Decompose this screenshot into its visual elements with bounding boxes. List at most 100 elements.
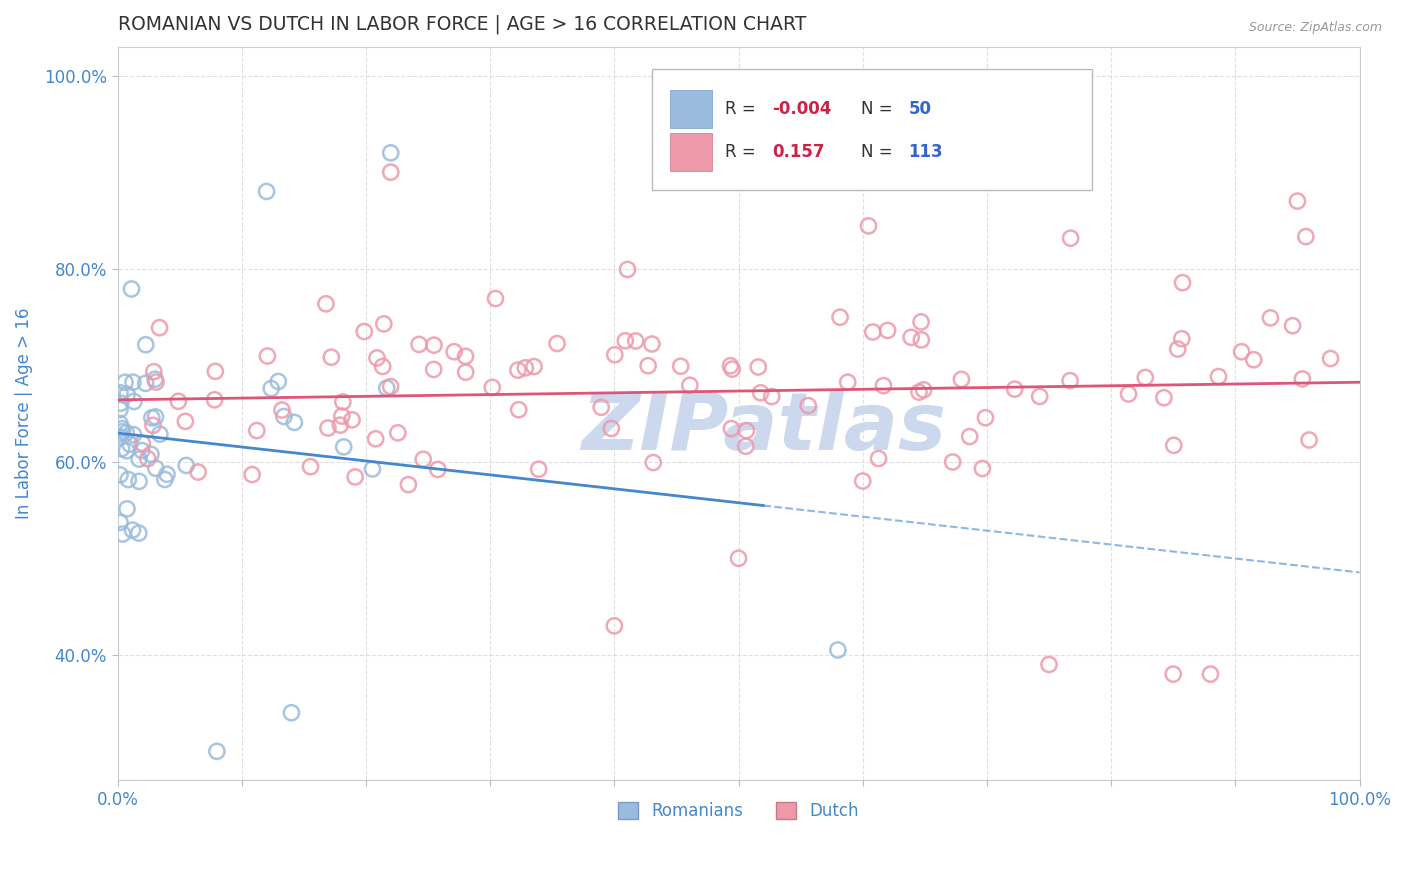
FancyBboxPatch shape xyxy=(671,90,713,128)
Point xyxy=(115,387,138,401)
Point xyxy=(299,459,322,474)
Point xyxy=(1161,667,1184,681)
Point xyxy=(749,385,772,400)
Point xyxy=(546,336,568,351)
Text: ROMANIAN VS DUTCH IN LABOR FORCE | AGE > 16 CORRELATION CHART: ROMANIAN VS DUTCH IN LABOR FORCE | AGE >… xyxy=(118,15,806,35)
Point xyxy=(972,461,994,475)
Point xyxy=(412,452,434,467)
Point xyxy=(1059,231,1081,245)
Point xyxy=(912,383,935,397)
Text: ZIPatlas: ZIPatlas xyxy=(581,389,946,467)
Point xyxy=(1059,374,1081,388)
Y-axis label: In Labor Force | Age > 16: In Labor Force | Age > 16 xyxy=(15,308,32,519)
Text: 113: 113 xyxy=(908,143,943,161)
Point xyxy=(260,382,283,396)
Point xyxy=(852,474,875,488)
Point xyxy=(603,619,626,633)
Point xyxy=(734,439,756,453)
Point xyxy=(143,372,166,386)
Point xyxy=(273,409,295,424)
Point xyxy=(591,401,613,415)
Point xyxy=(910,315,932,329)
Point xyxy=(624,334,647,348)
Point xyxy=(330,409,353,423)
Point xyxy=(141,410,163,425)
Point xyxy=(111,442,134,456)
Point xyxy=(139,447,162,461)
Point xyxy=(142,365,165,379)
Point xyxy=(1004,382,1026,396)
Point xyxy=(876,323,898,337)
Point xyxy=(454,349,477,363)
Point xyxy=(380,145,402,160)
Point xyxy=(721,362,744,376)
Point xyxy=(280,706,302,720)
Text: N =: N = xyxy=(862,100,898,118)
Point xyxy=(1298,433,1320,447)
Point xyxy=(174,458,197,473)
Point xyxy=(108,467,131,482)
Point xyxy=(117,473,139,487)
Point xyxy=(246,424,269,438)
Point xyxy=(720,421,742,435)
Point xyxy=(121,523,143,537)
Point xyxy=(204,392,226,407)
Point xyxy=(1243,352,1265,367)
Point xyxy=(1230,344,1253,359)
Point xyxy=(371,359,394,374)
Point xyxy=(111,421,134,435)
Point xyxy=(974,410,997,425)
Point xyxy=(614,334,637,348)
Point xyxy=(187,465,209,479)
Point xyxy=(108,417,131,431)
Text: 50: 50 xyxy=(908,100,932,118)
Point xyxy=(108,385,131,400)
Point xyxy=(515,360,537,375)
Point xyxy=(122,427,145,442)
Point xyxy=(1171,332,1194,346)
Point xyxy=(720,359,742,373)
Point xyxy=(1295,229,1317,244)
Point xyxy=(145,375,167,389)
Point xyxy=(508,402,530,417)
Point xyxy=(332,440,354,454)
Point xyxy=(761,390,783,404)
Point xyxy=(145,409,167,424)
Point xyxy=(1286,194,1309,208)
Point xyxy=(256,185,278,199)
Point xyxy=(1167,342,1189,356)
Point xyxy=(423,338,446,352)
Point xyxy=(364,432,387,446)
Point xyxy=(1319,351,1341,366)
Point xyxy=(115,501,138,516)
Point xyxy=(174,414,197,428)
Point xyxy=(443,344,465,359)
Point xyxy=(142,418,165,433)
Point xyxy=(115,425,138,440)
Text: R =: R = xyxy=(725,100,761,118)
Point xyxy=(108,402,131,417)
Point xyxy=(136,451,159,466)
Point xyxy=(1038,657,1060,672)
Point xyxy=(332,395,354,409)
Point xyxy=(340,413,363,427)
Point xyxy=(481,380,503,394)
Point xyxy=(353,325,375,339)
Point xyxy=(361,462,384,476)
Point xyxy=(858,219,880,233)
Point xyxy=(643,456,665,470)
Point xyxy=(1118,387,1140,401)
Point xyxy=(108,430,131,444)
Point xyxy=(942,455,965,469)
Point xyxy=(344,470,367,484)
Point xyxy=(1291,372,1313,386)
Point xyxy=(316,421,339,435)
Point xyxy=(1260,310,1282,325)
Point xyxy=(387,425,409,440)
Point xyxy=(110,396,132,410)
Point xyxy=(908,385,931,400)
Point xyxy=(131,443,153,458)
Text: -0.004: -0.004 xyxy=(772,100,831,118)
Point xyxy=(267,375,290,389)
Point xyxy=(118,437,141,451)
